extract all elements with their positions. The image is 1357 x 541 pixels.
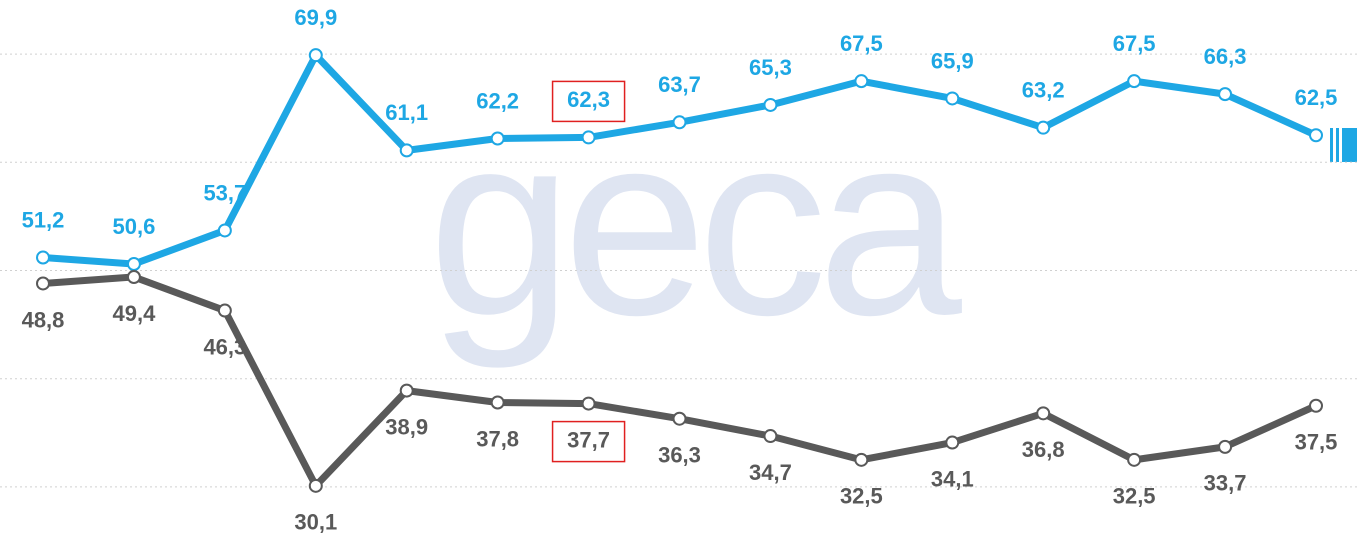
- data-label: 65,9: [931, 48, 974, 73]
- data-label: 65,3: [749, 55, 792, 80]
- data-point: [1309, 128, 1323, 143]
- data-point: [1218, 439, 1233, 454]
- data-label: 63,2: [1022, 77, 1065, 102]
- data-point: [217, 303, 232, 318]
- data-point: [854, 74, 869, 89]
- data-label: 37,7: [567, 427, 610, 452]
- data-point: [126, 257, 141, 272]
- data-label: 34,7: [749, 460, 792, 485]
- data-point: [1218, 87, 1233, 102]
- data-point: [1036, 120, 1051, 135]
- data-label: 33,7: [1204, 471, 1247, 496]
- data-point: [763, 429, 778, 444]
- data-label: 37,8: [476, 426, 519, 451]
- data-label: 69,9: [294, 5, 337, 30]
- data-point: [581, 396, 596, 411]
- data-label: 66,3: [1204, 44, 1247, 69]
- data-label: 37,5: [1295, 430, 1338, 455]
- data-point: [854, 452, 869, 467]
- data-label: 62,5: [1295, 85, 1338, 110]
- data-point: [1309, 398, 1323, 413]
- data-point: [399, 383, 414, 398]
- data-label: 32,5: [1113, 484, 1156, 509]
- data-label: 67,5: [1113, 31, 1156, 56]
- highlight-box: [551, 420, 626, 463]
- end-marker: [1330, 128, 1357, 162]
- data-label: 38,9: [385, 414, 428, 439]
- data-point: [1127, 452, 1142, 467]
- data-point: [36, 250, 50, 265]
- data-point: [763, 97, 778, 112]
- highlight-box: [551, 80, 626, 123]
- data-label: 46,3: [203, 334, 246, 359]
- data-point: [581, 130, 596, 145]
- data-label: 34,1: [931, 466, 974, 491]
- data-point: [217, 223, 232, 238]
- data-label: 36,8: [1022, 437, 1065, 462]
- data-label: 48,8: [22, 307, 65, 332]
- data-point: [490, 395, 505, 410]
- data-point: [399, 143, 414, 158]
- data-point: [945, 91, 960, 106]
- data-label: 61,1: [385, 100, 428, 125]
- data-point: [308, 48, 323, 63]
- data-point: [490, 131, 505, 146]
- data-label: 49,4: [113, 301, 157, 326]
- data-label: 53,7: [203, 180, 246, 205]
- data-label: 50,6: [113, 214, 156, 239]
- data-label: 67,5: [840, 31, 883, 56]
- data-label: 63,7: [658, 72, 701, 97]
- data-label: 51,2: [22, 207, 65, 232]
- data-point: [672, 115, 687, 130]
- data-label: 36,3: [658, 443, 701, 468]
- data-label: 32,5: [840, 484, 883, 509]
- data-point: [308, 478, 323, 493]
- data-label: 62,3: [567, 87, 610, 112]
- data-point: [126, 269, 141, 284]
- data-point: [945, 435, 960, 450]
- watermark: geca: [428, 80, 963, 371]
- data-point: [36, 276, 50, 291]
- data-point: [1127, 74, 1142, 89]
- data-point: [672, 411, 687, 426]
- data-label: 62,2: [476, 88, 519, 113]
- data-label: 30,1: [294, 510, 337, 535]
- data-point: [1036, 406, 1051, 421]
